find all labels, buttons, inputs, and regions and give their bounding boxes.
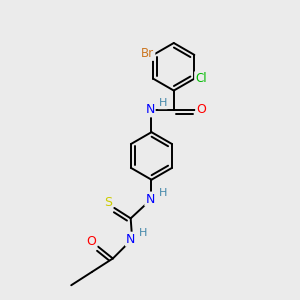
Text: H: H [159, 188, 167, 197]
Text: N: N [126, 233, 135, 246]
Text: N: N [145, 103, 155, 116]
Text: O: O [86, 235, 96, 248]
Text: N: N [145, 193, 155, 206]
Text: S: S [104, 196, 112, 209]
Text: H: H [139, 228, 148, 238]
Text: Br: Br [141, 47, 154, 60]
Text: O: O [196, 103, 206, 116]
Text: Cl: Cl [195, 72, 207, 85]
Text: H: H [159, 98, 167, 108]
